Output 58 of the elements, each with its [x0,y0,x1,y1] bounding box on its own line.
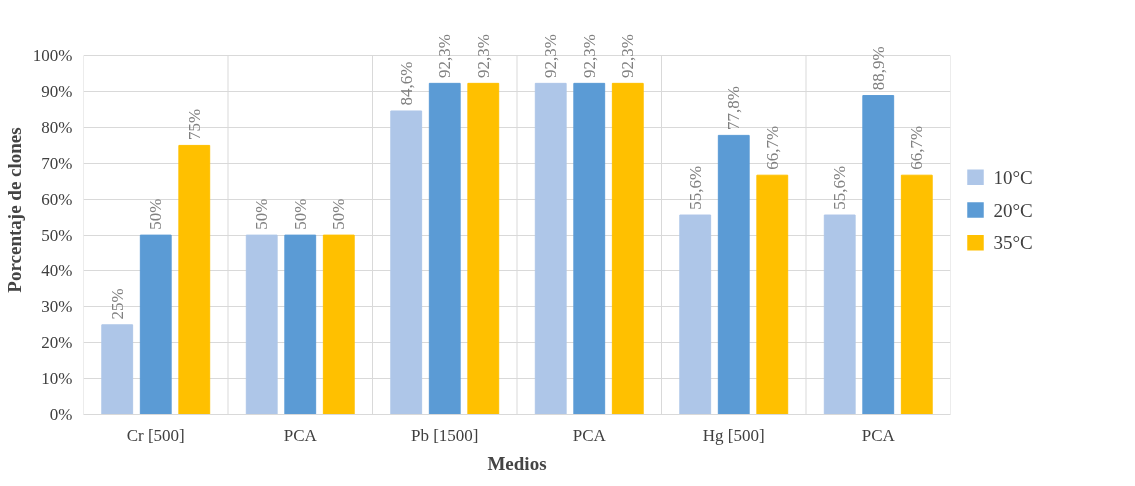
bar [390,110,423,415]
data-label: 50% [252,198,272,230]
bar [717,134,750,415]
y-tick-label: 10% [41,369,73,389]
data-label: 25% [107,288,127,320]
bar [178,144,211,415]
y-tick-label: 90% [41,82,73,102]
x-tick-label: PCA [861,425,896,445]
bar [467,82,500,415]
bar [823,214,856,415]
legend-label: 10°C [993,166,1033,188]
bar [428,82,461,415]
bar [573,82,606,415]
bar [611,82,644,415]
data-label: 55,6% [685,165,705,210]
data-label: 77,8% [724,86,744,130]
data-label: 50% [290,198,310,230]
data-label: 66,7% [762,125,782,170]
bar [900,174,933,415]
y-axis-title: Porcentaje de clones [3,127,25,293]
x-axis-title: Medios [487,452,547,474]
x-tick-label: PCA [572,425,607,445]
data-label: 92,3% [473,34,493,78]
legend-label: 20°C [993,199,1033,221]
bar [245,234,278,415]
legend-label: 35°C [993,232,1033,254]
y-tick-label: 30% [41,297,73,317]
y-tick-label: 100% [32,46,73,66]
data-label: 84,6% [396,61,416,106]
data-label: 92,3% [618,34,638,78]
y-tick-label: 70% [41,153,73,173]
x-tick-label: PCA [283,425,318,445]
bar [534,82,567,415]
y-tick-label: 60% [41,189,73,209]
bar [322,234,355,415]
bar [139,234,172,415]
data-label: 55,6% [830,165,850,210]
bar [756,174,789,415]
data-label: 75% [184,108,204,141]
y-tick-label: 20% [41,333,73,353]
data-label: 92,3% [579,34,599,78]
y-tick-label: 80% [41,117,73,137]
data-label: 88,9% [868,46,888,91]
x-tick-label: Pb [1500] [410,425,479,445]
bar [862,95,895,415]
y-tick-label: 40% [41,261,73,281]
data-label: 92,3% [541,34,561,78]
data-label: 50% [146,198,166,230]
data-label: 66,7% [907,125,927,170]
y-tick-label: 50% [41,225,73,245]
bar [679,214,712,415]
x-tick-label: Cr [500] [126,425,185,445]
y-tick-label: 0% [49,405,73,424]
x-tick-label: Hg [500] [702,425,765,445]
data-label: 92,3% [435,34,455,78]
bar [284,234,317,415]
bar [101,324,134,415]
data-label: 50% [329,198,349,230]
